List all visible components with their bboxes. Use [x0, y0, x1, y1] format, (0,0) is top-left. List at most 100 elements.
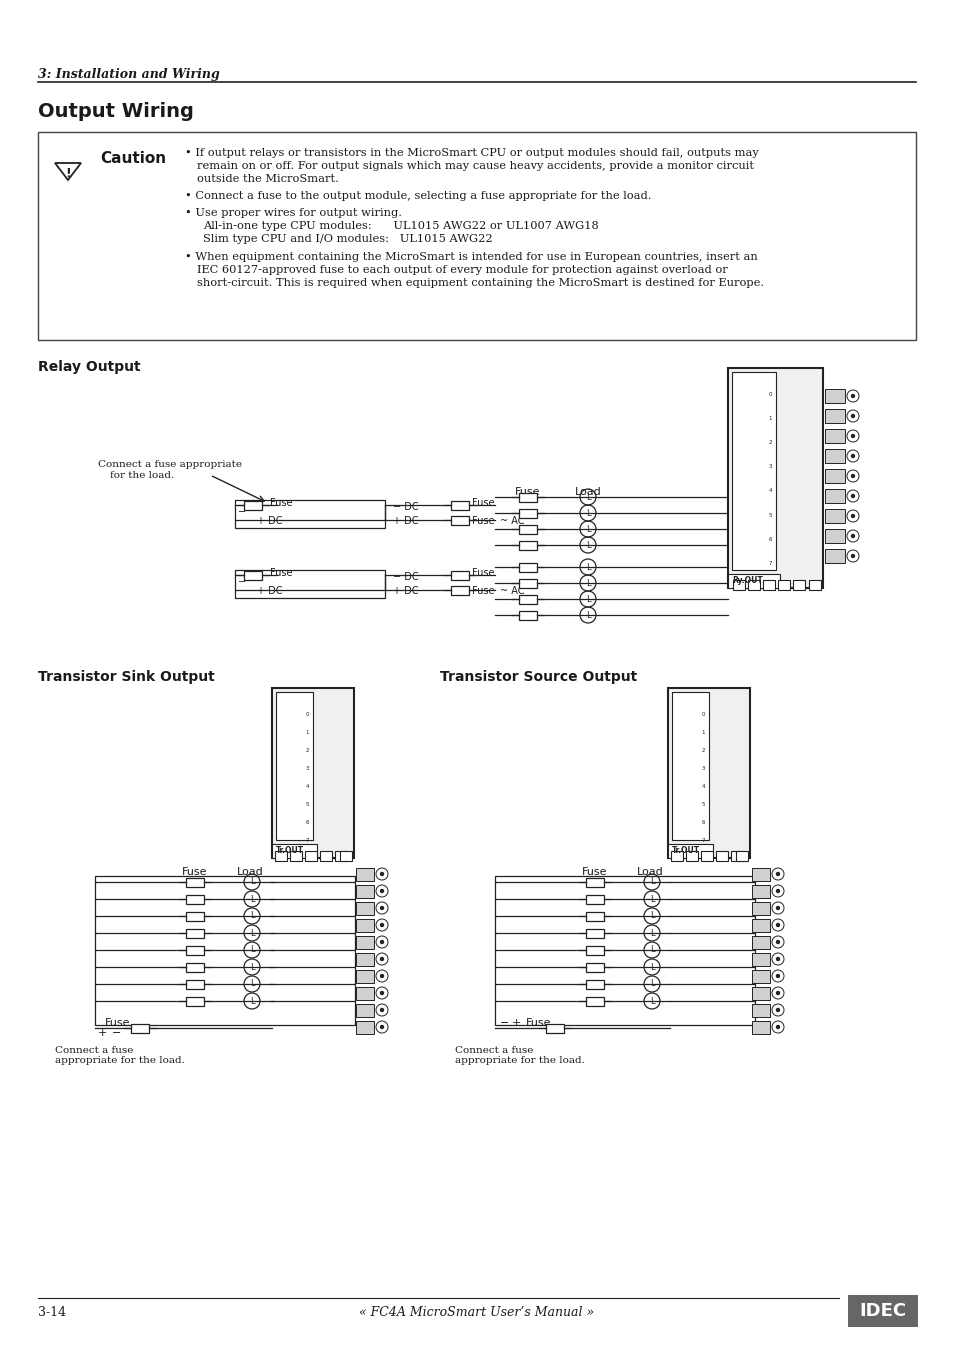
Bar [95, 875, 355, 1025]
Circle shape [851, 394, 854, 397]
Bar [272, 844, 316, 858]
Bar [751, 970, 769, 982]
Bar [792, 580, 804, 590]
Text: −: − [237, 507, 246, 517]
Bar [751, 919, 769, 931]
Text: 7: 7 [768, 561, 771, 566]
Text: !: ! [65, 168, 71, 180]
Bar [186, 962, 204, 971]
Bar [186, 878, 204, 886]
Circle shape [380, 907, 383, 909]
Bar [518, 562, 537, 571]
Bar [824, 530, 844, 543]
Bar [667, 688, 749, 858]
Bar [355, 970, 374, 982]
Bar [545, 1024, 563, 1032]
Bar [518, 524, 537, 534]
Text: Fuse: Fuse [270, 567, 293, 578]
Bar [186, 928, 204, 938]
Text: 4: 4 [768, 489, 771, 493]
Bar [727, 367, 822, 588]
Bar [667, 844, 712, 858]
Text: Relay Output: Relay Output [38, 359, 140, 374]
Bar [751, 867, 769, 881]
Text: Fuse: Fuse [581, 867, 607, 877]
Text: Slim type CPU and I/O modules:   UL1015 AWG22: Slim type CPU and I/O modules: UL1015 AW… [203, 234, 492, 245]
Bar [747, 580, 760, 590]
Bar [585, 979, 603, 989]
Bar [355, 986, 374, 1000]
Text: Tr.OUT: Tr.OUT [671, 846, 700, 855]
Bar [585, 894, 603, 904]
Circle shape [776, 1025, 779, 1028]
Bar [355, 1020, 374, 1034]
Circle shape [380, 940, 383, 943]
Circle shape [851, 554, 854, 558]
Text: L: L [649, 894, 654, 904]
Text: 6: 6 [700, 820, 704, 824]
Bar [234, 570, 385, 598]
Circle shape [776, 940, 779, 943]
Bar [355, 885, 374, 897]
Text: + DC: + DC [256, 516, 282, 526]
Text: remain on or off. For output signals which may cause heavy accidents, provide a : remain on or off. For output signals whi… [196, 161, 753, 172]
Circle shape [380, 1025, 383, 1028]
Bar [824, 469, 844, 484]
Circle shape [380, 974, 383, 978]
Bar [685, 851, 698, 861]
Bar [751, 1004, 769, 1016]
Text: ~ AC: ~ AC [499, 516, 524, 526]
Bar [518, 493, 537, 501]
Bar [824, 389, 844, 403]
Text: 0: 0 [305, 712, 309, 716]
Bar [751, 986, 769, 1000]
Bar [751, 1020, 769, 1034]
Bar [355, 952, 374, 966]
Bar [808, 580, 821, 590]
Text: « FC4A MicroSmart User’s Manual »: « FC4A MicroSmart User’s Manual » [359, 1306, 594, 1319]
Bar [38, 132, 915, 340]
Bar [585, 997, 603, 1005]
Bar [751, 935, 769, 948]
Text: 4: 4 [305, 784, 309, 789]
Text: 2: 2 [768, 440, 771, 444]
Bar [319, 851, 332, 861]
Bar [272, 688, 354, 858]
Text: +: + [98, 1028, 108, 1038]
Text: L: L [585, 611, 590, 620]
Bar [451, 570, 469, 580]
Text: 3-14: 3-14 [38, 1306, 66, 1319]
Bar [451, 585, 469, 594]
Text: + DC: + DC [393, 586, 418, 596]
Circle shape [776, 873, 779, 875]
Bar [290, 851, 302, 861]
Circle shape [776, 992, 779, 994]
Text: Fuse: Fuse [472, 586, 494, 596]
Text: 5: 5 [700, 801, 704, 807]
Text: 7: 7 [700, 838, 704, 843]
Text: + DC: + DC [393, 516, 418, 526]
Text: Caution: Caution [100, 151, 166, 166]
Text: Fuse: Fuse [270, 499, 293, 508]
Text: Fuse: Fuse [472, 516, 494, 526]
Circle shape [380, 958, 383, 961]
Bar [751, 885, 769, 897]
Text: for the load.: for the load. [110, 471, 174, 480]
Bar [730, 851, 742, 861]
Text: • Connect a fuse to the output module, selecting a fuse appropriate for the load: • Connect a fuse to the output module, s… [185, 190, 651, 201]
Text: 1: 1 [305, 730, 309, 735]
Bar [671, 692, 708, 840]
Bar [244, 570, 262, 580]
Text: − DC: − DC [393, 571, 418, 582]
Bar [824, 409, 844, 423]
Text: 5: 5 [305, 801, 309, 807]
Circle shape [776, 889, 779, 893]
Bar [585, 962, 603, 971]
Text: Output Wiring: Output Wiring [38, 101, 193, 122]
Text: Fuse: Fuse [525, 1019, 551, 1028]
Bar [731, 372, 776, 570]
Bar [778, 580, 789, 590]
Bar [732, 580, 744, 590]
Circle shape [851, 474, 854, 477]
Text: L: L [585, 524, 590, 534]
